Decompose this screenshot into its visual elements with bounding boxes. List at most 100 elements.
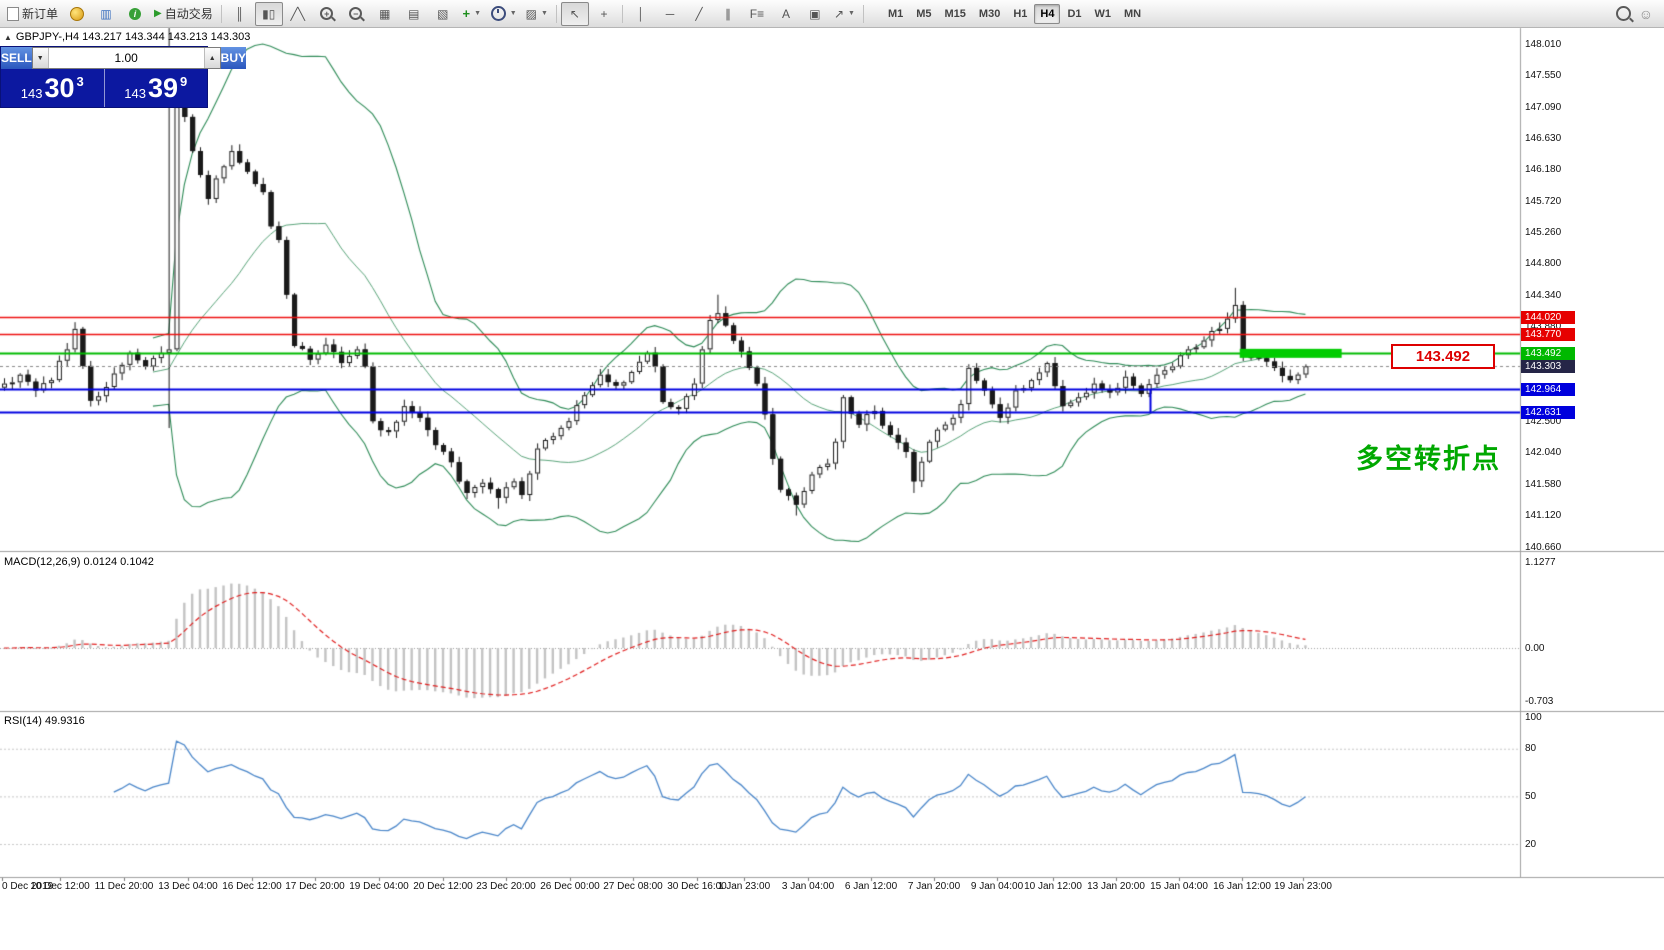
timeframe-button-w1[interactable]: W1 bbox=[1094, 7, 1112, 20]
buy-price-big: 39 bbox=[147, 72, 178, 103]
sell-price-big: 30 bbox=[44, 72, 75, 103]
rsi-title: RSI(14) bbox=[4, 715, 42, 727]
zoom-out-button[interactable]: − bbox=[342, 2, 370, 26]
new-order-button[interactable]: 新订单 bbox=[3, 2, 62, 26]
toolbar: 新订单 ▥ i ▶ 自动交易 ║ ▮▯ ╱╲ + − ▦ ▤ ▧ + ▼ ▼ ▨ ▼… bbox=[0, 0, 1664, 28]
timeframe-button-m1[interactable]: M1 bbox=[887, 7, 904, 20]
time-axis-label: 10 Dec 12:00 bbox=[30, 881, 90, 892]
new-order-icon bbox=[7, 6, 19, 21]
price-axis-tick: 147.090 bbox=[1525, 101, 1562, 113]
deposit-button[interactable] bbox=[63, 2, 91, 26]
data-window-button[interactable]: ▤ bbox=[400, 2, 428, 26]
price-axis-tick: 146.630 bbox=[1525, 133, 1562, 145]
add-indicator-button[interactable]: + ▼ bbox=[458, 2, 486, 26]
time-axis-label: 11 Dec 20:00 bbox=[94, 881, 154, 892]
price-axis-tick: 143.880 bbox=[1525, 321, 1562, 333]
sell-price-main: 143 bbox=[20, 86, 43, 101]
vertical-line-icon: │ bbox=[637, 6, 645, 21]
price-axis-tick: 141.580 bbox=[1525, 478, 1562, 490]
arrows-tool[interactable]: ↗ ▼ bbox=[830, 2, 859, 26]
time-axis-label: 13 Dec 04:00 bbox=[158, 881, 218, 892]
price-callout-box[interactable]: 143.492 bbox=[1391, 344, 1495, 369]
macd-axis-tick: -0.703 bbox=[1525, 695, 1554, 707]
cursor-button[interactable]: ↖ bbox=[560, 1, 589, 26]
price-tag-green: 143.492 bbox=[1521, 346, 1575, 360]
price-axis-tick: 142.500 bbox=[1525, 415, 1562, 427]
fibonacci-icon: F≡ bbox=[749, 6, 765, 21]
template-button[interactable]: ▨ ▼ bbox=[522, 2, 552, 26]
buy-price[interactable]: 143 39 9 bbox=[105, 69, 208, 107]
rsi-axis-tick: 100 bbox=[1525, 711, 1542, 723]
rsi-axis-tick: 50 bbox=[1525, 790, 1537, 802]
timeframe-button-h1[interactable]: H1 bbox=[1013, 7, 1028, 20]
price-tag-blue: 142.964 bbox=[1521, 382, 1575, 396]
text-tool[interactable]: A bbox=[772, 2, 800, 26]
price-axis-tick: 148.010 bbox=[1525, 38, 1562, 50]
data-window-icon: ▤ bbox=[408, 6, 420, 21]
time-axis-label: 30 Dec 16:00 bbox=[667, 881, 727, 892]
timeframe-button-mn[interactable]: MN bbox=[1124, 7, 1142, 20]
dropdown-arrow-icon: ▼ bbox=[848, 10, 855, 17]
period-button[interactable]: ▼ bbox=[487, 2, 521, 26]
candlestick-chart-button[interactable]: ▮▯ bbox=[254, 1, 283, 26]
clock-icon bbox=[490, 6, 506, 21]
line-chart-button[interactable]: ╱╲ bbox=[284, 2, 312, 26]
volume-decrease-button[interactable]: ▼ bbox=[32, 48, 49, 68]
rsi-axis-tick: 80 bbox=[1525, 743, 1537, 755]
sell-button[interactable]: SELL bbox=[1, 47, 32, 69]
channel-tool[interactable]: ∥ bbox=[714, 2, 742, 26]
template-icon: ▨ bbox=[525, 6, 538, 21]
trendline-tool[interactable]: ╱ bbox=[685, 2, 713, 26]
bar-chart-icon: ║ bbox=[235, 6, 244, 21]
time-axis-label: 7 Jan 20:00 bbox=[907, 881, 961, 892]
turning-point-text: 多空转折点 bbox=[1356, 444, 1501, 474]
cursor-icon: ↖ bbox=[569, 6, 580, 21]
zoom-in-icon: + bbox=[320, 7, 334, 20]
sell-price-sup: 3 bbox=[76, 74, 84, 89]
horizontal-line-tool[interactable]: ─ bbox=[656, 2, 684, 26]
timeframe-button-m5[interactable]: M5 bbox=[916, 7, 932, 20]
time-axis-label: 6 Jan 12:00 bbox=[844, 881, 898, 892]
volume-input[interactable] bbox=[48, 48, 204, 68]
info-button[interactable]: i bbox=[121, 2, 149, 26]
label-tool[interactable]: ▣ bbox=[801, 2, 829, 26]
timeframe-button-m15[interactable]: M15 bbox=[944, 7, 966, 20]
horizontal-line-icon: ─ bbox=[665, 6, 675, 21]
price-tag-dark: 143.303 bbox=[1521, 359, 1575, 373]
buy-button[interactable]: BUY bbox=[220, 47, 247, 69]
market-watch-button[interactable]: ▥ bbox=[92, 2, 120, 26]
symbol-ohlc-text: GBPJPY-,H4 143.217 143.344 143.213 143.3… bbox=[15, 31, 251, 43]
collapse-icon[interactable]: ▲ bbox=[4, 32, 12, 42]
text-tool-icon: A bbox=[781, 6, 790, 21]
autotrade-button[interactable]: ▶ 自动交易 bbox=[150, 2, 217, 26]
zoom-in-button[interactable]: + bbox=[313, 2, 341, 26]
price-axis-tick: 145.260 bbox=[1525, 226, 1562, 238]
tile-windows-button[interactable]: ▦ bbox=[371, 2, 399, 26]
price-axis-tick: 147.550 bbox=[1525, 70, 1562, 82]
sell-price[interactable]: 143 30 3 bbox=[1, 69, 105, 107]
toolbar-right-group: ☺ bbox=[1615, 5, 1661, 22]
autotrade-label: 自动交易 bbox=[164, 7, 213, 21]
time-axis-label: 27 Dec 08:00 bbox=[603, 881, 663, 892]
vertical-line-tool[interactable]: │ bbox=[627, 2, 655, 26]
community-icon[interactable]: ☺ bbox=[1638, 5, 1653, 22]
time-axis-label: 3 Jan 04:00 bbox=[781, 881, 835, 892]
fibonacci-tool[interactable]: F≡ bbox=[743, 2, 771, 26]
time-axis-label: 15 Jan 04:00 bbox=[1150, 881, 1208, 892]
label-tool-icon: ▣ bbox=[809, 6, 821, 21]
time-axis-label: 20 Dec 12:00 bbox=[413, 881, 473, 892]
volume-increase-button[interactable]: ▲ bbox=[203, 48, 220, 68]
macd-values: 0.0124 0.1042 bbox=[83, 556, 154, 568]
search-icon[interactable] bbox=[1615, 6, 1631, 21]
volume-box: ▼ ▲ bbox=[31, 47, 221, 69]
arrow-tool-icon: ↗ bbox=[833, 6, 845, 21]
time-axis-label: 16 Jan 12:00 bbox=[1213, 881, 1271, 892]
toolbar-separator bbox=[621, 4, 623, 23]
timeframe-button-h4[interactable]: H4 bbox=[1034, 3, 1061, 24]
bar-chart-button[interactable]: ║ bbox=[226, 2, 254, 26]
timeframe-button-d1[interactable]: D1 bbox=[1067, 7, 1082, 20]
timeframe-button-m30[interactable]: M30 bbox=[978, 7, 1001, 20]
crosshair-button[interactable]: + bbox=[590, 2, 618, 26]
strategy-tester-button[interactable]: ▧ bbox=[429, 2, 457, 26]
